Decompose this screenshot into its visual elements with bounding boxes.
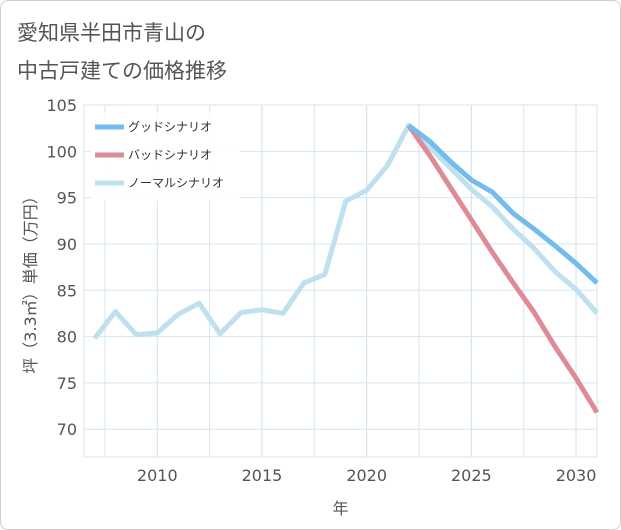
x-axis-title: 年 bbox=[332, 499, 348, 518]
chart-title-line2: 中古戸建ての価格推移 bbox=[17, 59, 227, 83]
series-line-1 bbox=[406, 123, 600, 414]
y-axis-title: 坪（3.3㎡）単価（万円） bbox=[21, 188, 40, 373]
series-lines bbox=[92, 122, 600, 414]
series-line-0 bbox=[407, 123, 599, 285]
y-tick-label: 80 bbox=[57, 328, 77, 347]
y-tick-label: 85 bbox=[57, 281, 77, 300]
x-tick-label: 2030 bbox=[556, 466, 597, 485]
series-line-2 bbox=[92, 122, 599, 340]
y-tick-label: 70 bbox=[57, 420, 77, 439]
x-tick-label: 2010 bbox=[137, 466, 178, 485]
y-tick-label: 95 bbox=[57, 189, 77, 208]
y-tick-label: 75 bbox=[57, 374, 77, 393]
y-tick-label: 100 bbox=[46, 142, 77, 161]
legend-label: ノーマルシナリオ bbox=[128, 176, 224, 190]
chart-title-line1: 愛知県半田市青山の bbox=[17, 21, 206, 45]
x-tick-label: 2015 bbox=[242, 466, 283, 485]
y-tick-label: 90 bbox=[57, 235, 77, 254]
legend-label: バッドシナリオ bbox=[128, 148, 212, 162]
legend-label: グッドシナリオ bbox=[128, 120, 212, 134]
chart-title: 愛知県半田市青山の 中古戸建ての価格推移 bbox=[17, 14, 227, 90]
x-axis-ticks: 2010 2015 2020 2025 2030 bbox=[137, 466, 596, 485]
x-tick-label: 2025 bbox=[451, 466, 492, 485]
x-tick-label: 2020 bbox=[346, 466, 387, 485]
y-axis-ticks: 70 75 80 85 90 95 100 105 bbox=[46, 96, 77, 439]
y-tick-label: 105 bbox=[46, 96, 77, 115]
